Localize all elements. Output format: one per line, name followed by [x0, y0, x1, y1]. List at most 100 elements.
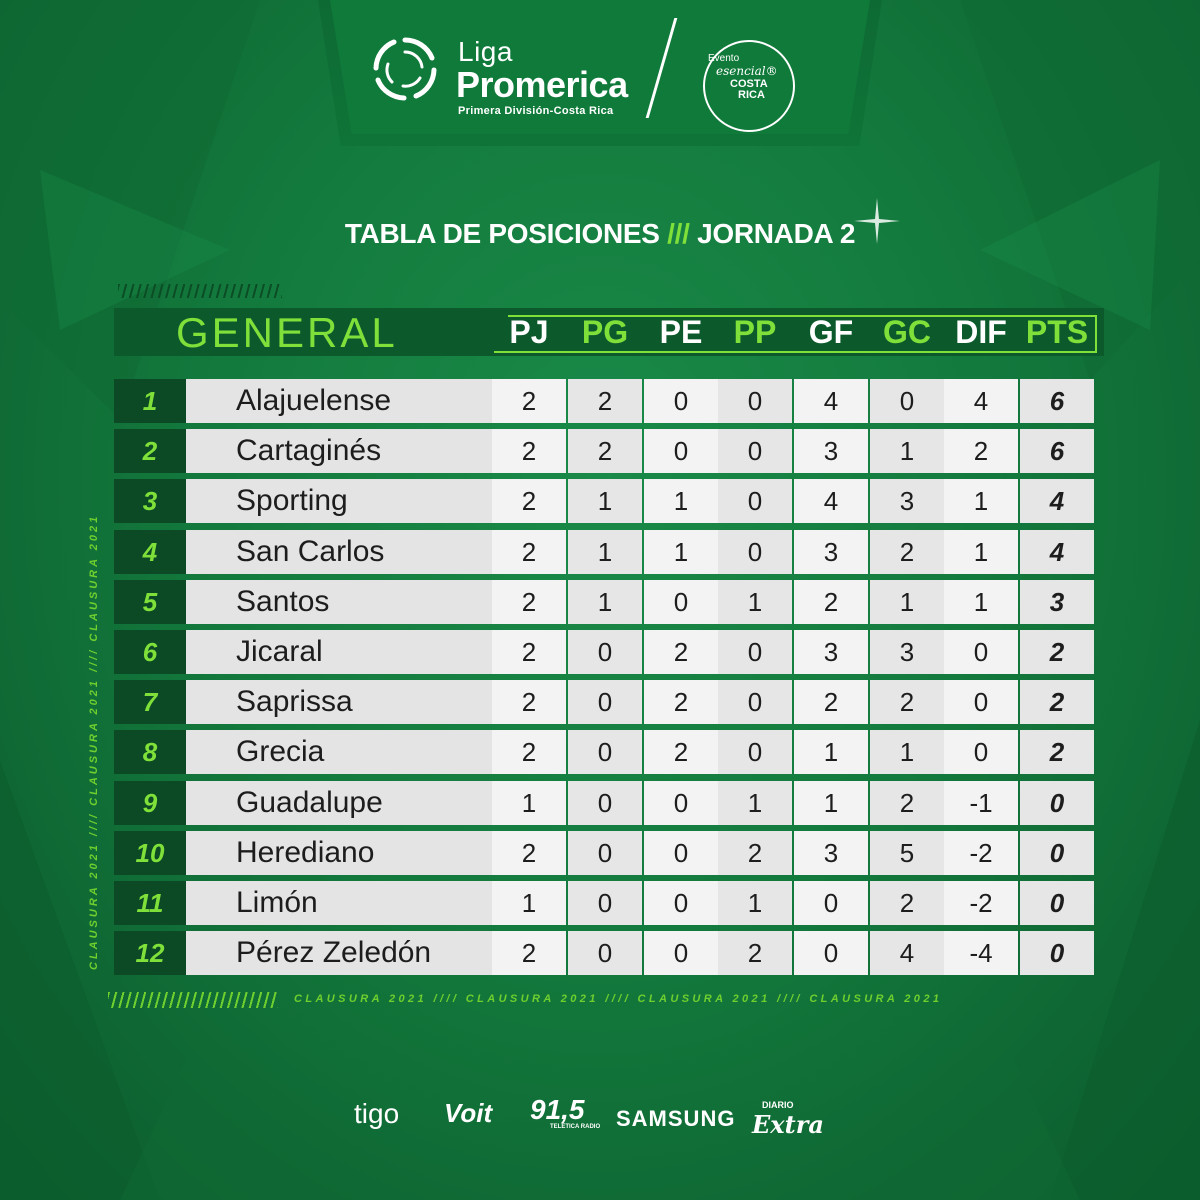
row-cell-pg: 0 [568, 931, 642, 976]
row-position: 4 [114, 529, 186, 574]
row-cell-pp: 2 [718, 931, 792, 976]
row-team-name: Jicaral [186, 630, 492, 674]
row-cell-pts: 4 [1020, 479, 1094, 524]
row-cell-gf: 3 [794, 630, 868, 674]
row-cell-gc: 2 [870, 529, 944, 574]
badge-line3: COSTA [730, 78, 768, 90]
column-header-outline [494, 315, 1097, 353]
row-cell-gc: 3 [870, 479, 944, 524]
row-cell-gf: 3 [794, 830, 868, 875]
title-right: JORNADA 2 [697, 218, 856, 249]
row-cell-pp: 0 [718, 680, 792, 725]
row-cell-pg: 2 [568, 429, 642, 474]
column-header-pj: PJ [509, 314, 549, 350]
row-team-name: Herediano [186, 830, 492, 875]
row-cell-pe: 2 [644, 630, 718, 674]
row-cell-pj: 1 [492, 780, 566, 825]
row-cell-pg: 0 [568, 630, 642, 674]
row-cell-pts: 0 [1020, 881, 1094, 925]
badge-line4: RICA [738, 89, 765, 101]
row-cell-pts: 2 [1020, 680, 1094, 725]
row-cell-pts: 0 [1020, 780, 1094, 825]
row-cell-pj: 2 [492, 931, 566, 976]
row-position: 1 [114, 379, 186, 423]
row-cell-dif: 2 [944, 429, 1018, 474]
row-cell-gf: 0 [794, 931, 868, 976]
row-cell-pts: 2 [1020, 630, 1094, 674]
row-cell-gf: 1 [794, 780, 868, 825]
row-cell-dif: 0 [944, 680, 1018, 725]
row-cell-pe: 0 [644, 881, 718, 925]
row-cell-gc: 2 [870, 680, 944, 725]
column-header-gf: GF [808, 314, 854, 350]
row-cell-gf: 2 [794, 680, 868, 725]
row-cell-pj: 2 [492, 579, 566, 624]
row-cell-pj: 2 [492, 680, 566, 725]
row-cell-pg: 0 [568, 780, 642, 825]
row-position: 12 [114, 931, 186, 976]
row-cell-pe: 0 [644, 830, 718, 875]
sponsor-samsung: SAMSUNG [616, 1106, 736, 1131]
row-cell-pj: 1 [492, 881, 566, 925]
row-cell-pg: 2 [568, 379, 642, 423]
row-cell-gc: 1 [870, 429, 944, 474]
row-cell-pe: 0 [644, 579, 718, 624]
row-position: 2 [114, 429, 186, 474]
row-cell-dif: -1 [944, 780, 1018, 825]
row-cell-gf: 3 [794, 429, 868, 474]
row-cell-pg: 1 [568, 529, 642, 574]
brand-subtitle: Primera División-Costa Rica [458, 105, 614, 117]
row-cell-pj: 2 [492, 529, 566, 574]
sparkle-icon [854, 198, 900, 244]
column-header-pg: PG [581, 314, 629, 350]
row-cell-pts: 0 [1020, 931, 1094, 976]
row-cell-dif: -2 [944, 881, 1018, 925]
row-cell-pts: 6 [1020, 379, 1094, 423]
row-cell-pg: 0 [568, 730, 642, 775]
row-team-name: Santos [186, 579, 492, 624]
row-cell-dif: 4 [944, 379, 1018, 423]
row-position: 9 [114, 780, 186, 825]
row-cell-pe: 0 [644, 780, 718, 825]
row-team-name: San Carlos [186, 529, 492, 574]
row-position: 3 [114, 479, 186, 524]
row-cell-gc: 5 [870, 830, 944, 875]
row-cell-pe: 0 [644, 379, 718, 423]
evento-esencial-badge [703, 40, 795, 132]
page-title: TABLA DE POSICIONES /// JORNADA 2 [0, 218, 1200, 250]
row-cell-pe: 1 [644, 479, 718, 524]
row-cell-dif: 1 [944, 479, 1018, 524]
row-team-name: Cartaginés [186, 429, 492, 474]
row-cell-pe: 2 [644, 680, 718, 725]
row-team-name: Pérez Zeledón [186, 931, 492, 976]
row-team-name: Guadalupe [186, 780, 492, 825]
sponsor-diario: DIARIO [762, 1100, 794, 1110]
row-cell-pg: 0 [568, 680, 642, 725]
row-cell-gf: 2 [794, 579, 868, 624]
row-team-name: Alajuelense [186, 379, 492, 423]
row-cell-pj: 2 [492, 479, 566, 524]
column-header-pp: PP [733, 314, 777, 350]
row-cell-pe: 0 [644, 429, 718, 474]
row-cell-gc: 1 [870, 579, 944, 624]
row-position: 7 [114, 680, 186, 725]
row-cell-pe: 1 [644, 529, 718, 574]
row-cell-pts: 0 [1020, 830, 1094, 875]
row-cell-pts: 6 [1020, 429, 1094, 474]
sponsor-radio-sub: TELETICA RADIO [550, 1124, 601, 1130]
row-cell-gf: 4 [794, 379, 868, 423]
row-cell-pts: 2 [1020, 730, 1094, 775]
row-cell-dif: -4 [944, 931, 1018, 976]
row-team-name: Sporting [186, 479, 492, 524]
row-cell-pj: 2 [492, 730, 566, 775]
row-cell-pp: 0 [718, 730, 792, 775]
row-cell-gc: 2 [870, 881, 944, 925]
column-header-pe: PE [659, 314, 703, 350]
brand-promerica: Promerica [456, 64, 628, 105]
row-position: 8 [114, 730, 186, 775]
row-cell-pg: 0 [568, 830, 642, 875]
sponsor-tigo: tigo [354, 1098, 400, 1129]
column-header-dif: DIF [955, 314, 1007, 350]
row-cell-pj: 2 [492, 830, 566, 875]
row-cell-dif: -2 [944, 830, 1018, 875]
